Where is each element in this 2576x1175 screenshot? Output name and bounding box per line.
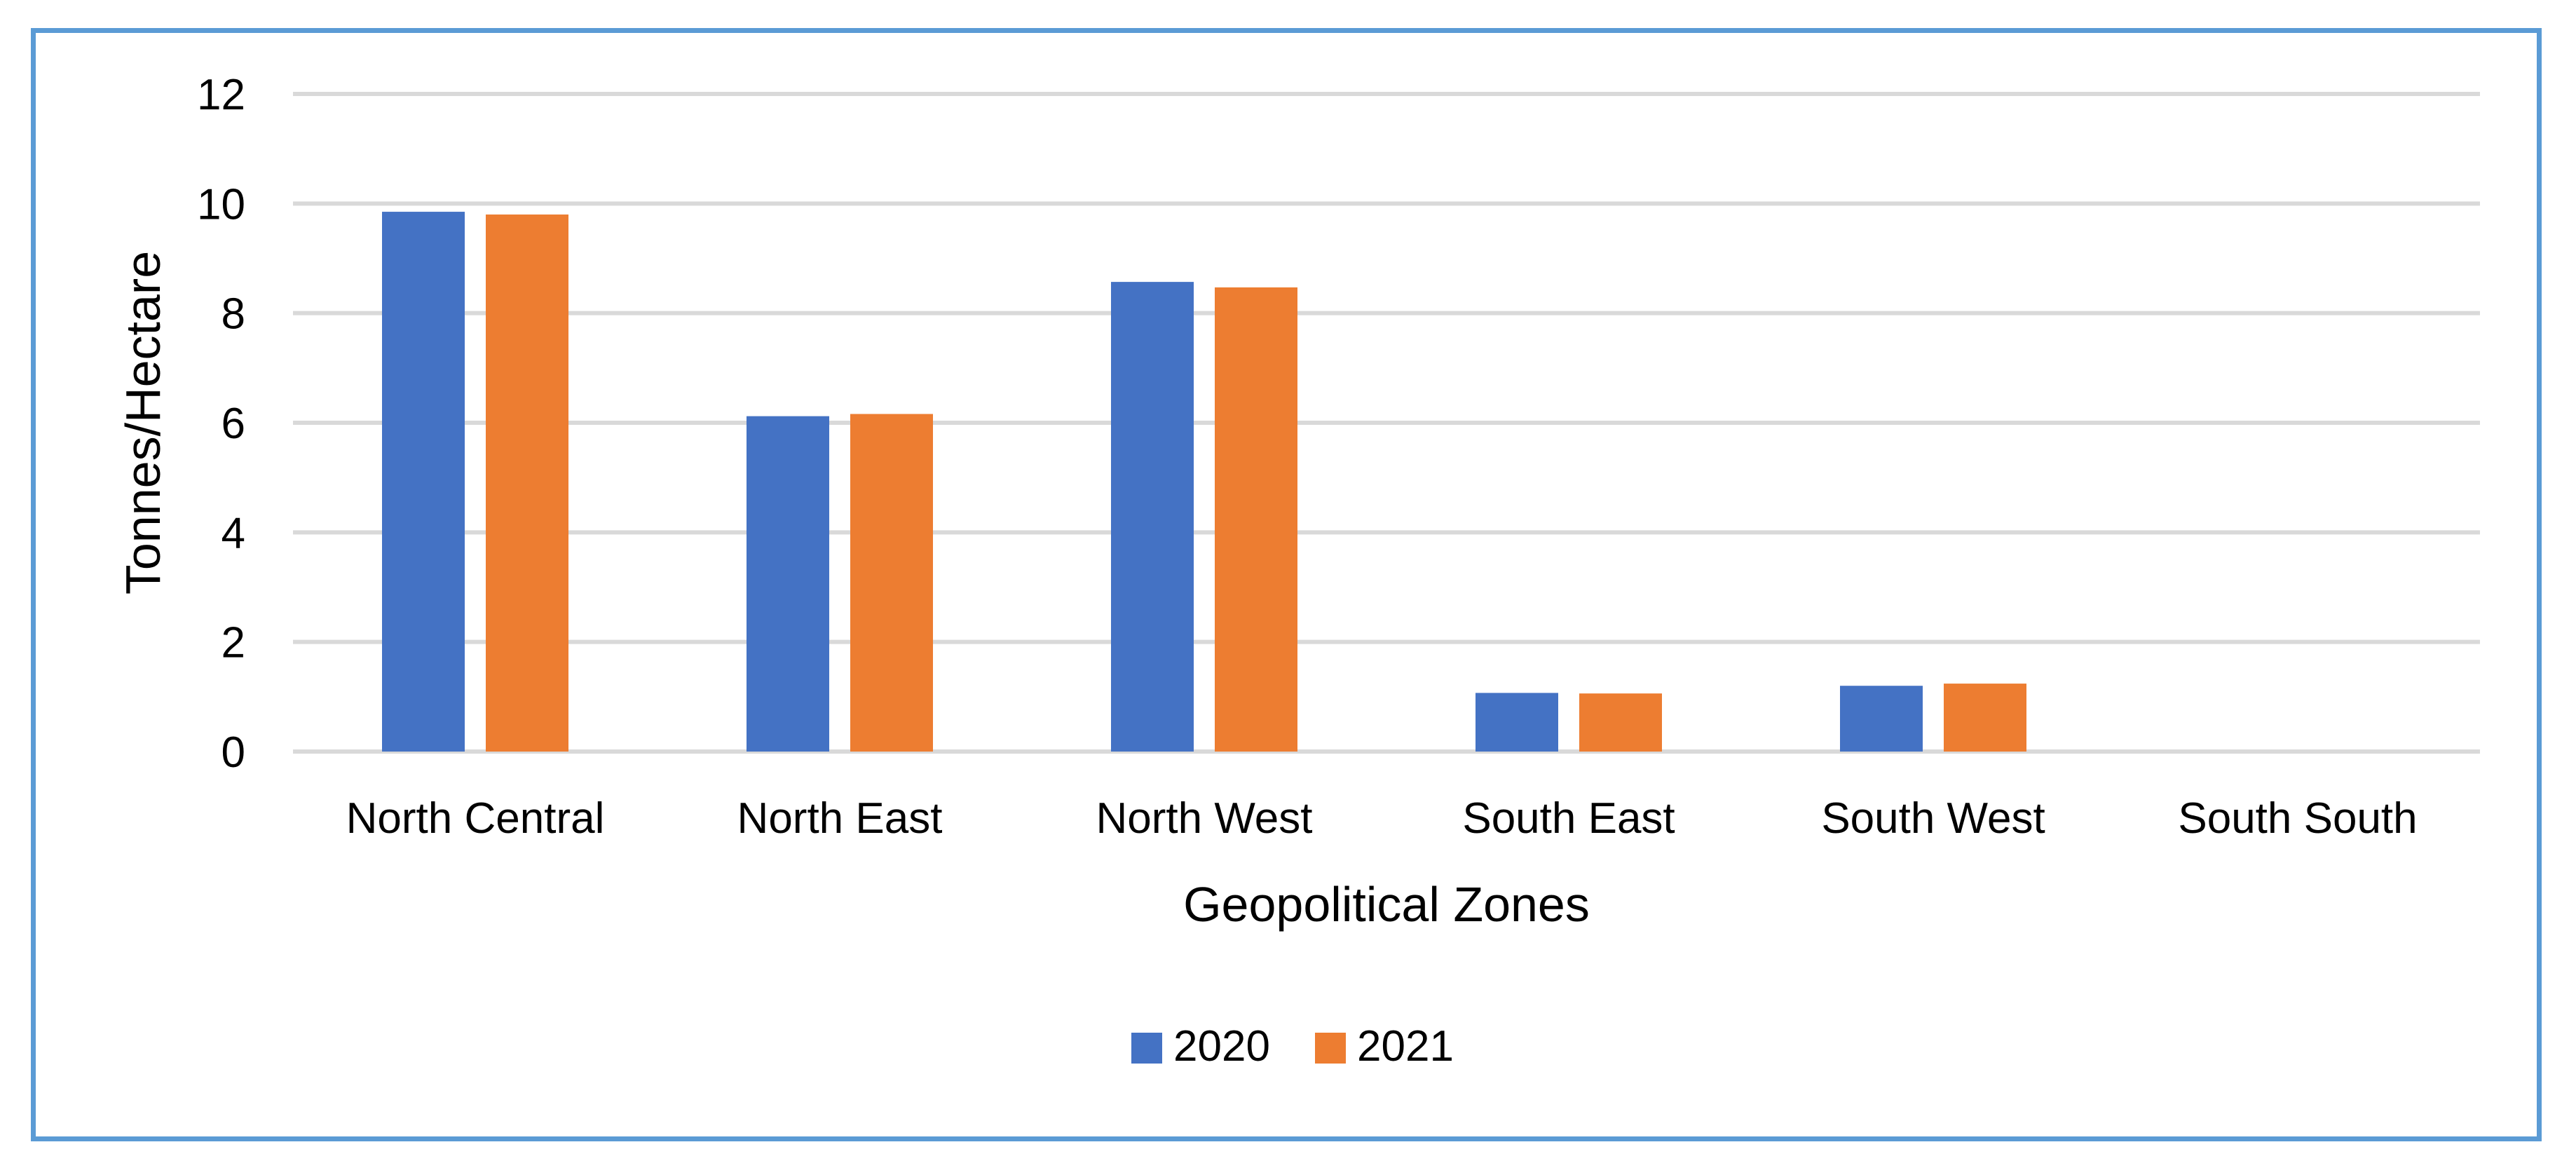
x-tick-label: South West: [1821, 794, 2045, 843]
y-axis-title: Tonnes/Hectare: [116, 251, 170, 595]
bars: [382, 212, 2026, 752]
y-tick-label: 10: [197, 180, 245, 229]
bar-2020: [382, 212, 465, 752]
bar-2020: [1476, 693, 1558, 752]
bar-2021: [1579, 693, 1662, 752]
y-axis-ticks: 0 2 4 6 8 10 12: [197, 71, 245, 777]
bar-2020: [747, 416, 829, 752]
legend: 2020 2021: [1131, 1022, 1454, 1071]
legend-label: 2021: [1357, 1022, 1454, 1071]
x-tick-label: North West: [1096, 794, 1313, 843]
y-tick-label: 6: [222, 400, 245, 448]
gridlines: [293, 92, 2480, 754]
x-tick-label: South East: [1462, 794, 1675, 843]
y-tick-label: 2: [222, 619, 245, 667]
y-tick-label: 4: [222, 509, 245, 557]
legend-label: 2020: [1173, 1022, 1270, 1071]
legend-swatch-2020: [1131, 1033, 1162, 1064]
bar-2021: [1215, 287, 1297, 752]
bar-2021: [1944, 684, 2026, 752]
y-tick-label: 12: [197, 71, 245, 119]
y-tick-label: 0: [222, 728, 245, 777]
bar-2020: [1840, 686, 1923, 752]
x-tick-label: North Central: [346, 794, 605, 843]
legend-swatch-2021: [1315, 1033, 1346, 1064]
bar-2021: [486, 214, 568, 752]
bar-2020: [1111, 282, 1194, 752]
x-axis-ticks: North Central North East North West South E…: [346, 794, 2418, 843]
x-axis-title: Geopolitical Zones: [1183, 877, 1590, 932]
x-tick-label: North East: [737, 794, 943, 843]
y-tick-label: 8: [222, 290, 245, 339]
x-tick-label: South South: [2178, 794, 2417, 843]
bar-2021: [850, 414, 933, 752]
